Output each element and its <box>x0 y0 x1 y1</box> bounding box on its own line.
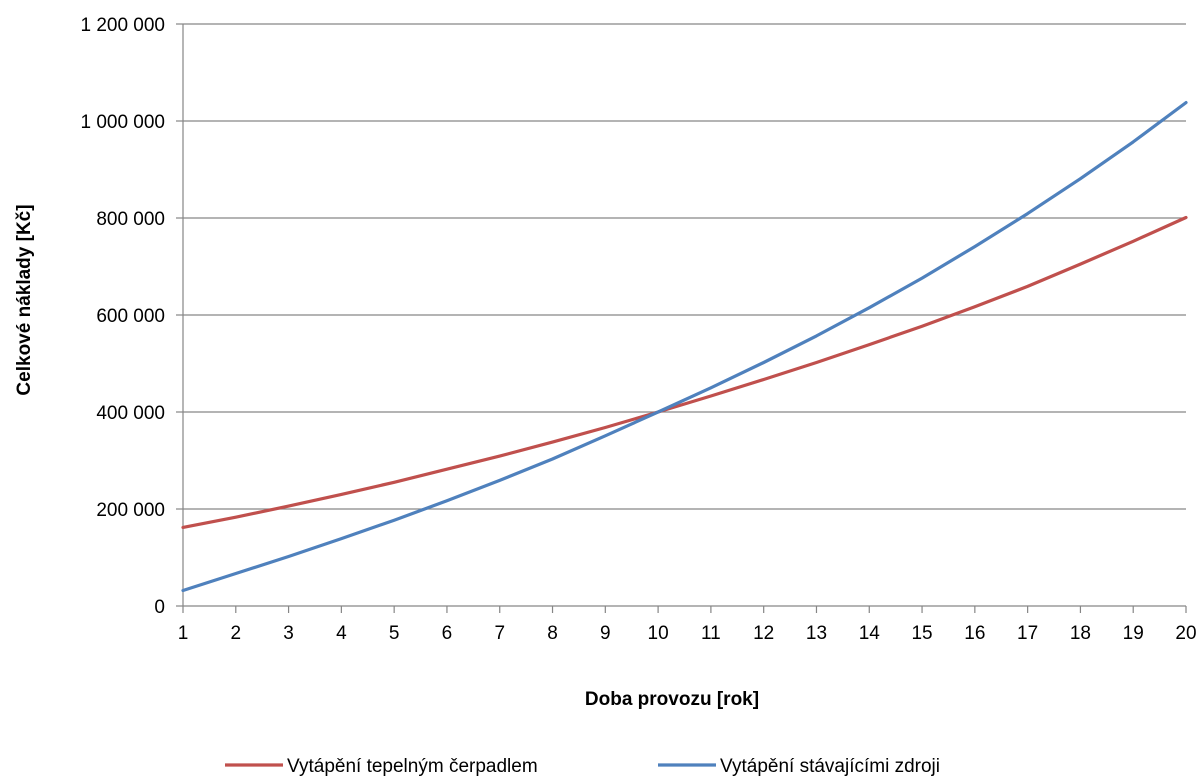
x-tick-label: 15 <box>911 623 932 644</box>
x-tick-label: 8 <box>547 623 558 644</box>
y-tick-label: 600 000 <box>96 306 165 327</box>
x-tick-label: 13 <box>806 623 827 644</box>
y-axis-title: Celkové náklady [Kč] <box>14 204 35 395</box>
x-tick-label: 11 <box>701 623 721 644</box>
legend-label-2: Vytápění stávajícími zdroji <box>720 756 940 777</box>
y-tick-label: 800 000 <box>96 209 165 230</box>
x-tick-label: 14 <box>859 623 881 644</box>
x-axis-title: Doba provozu [rok] <box>585 689 759 710</box>
x-tick-label: 4 <box>336 623 347 644</box>
x-tick-label: 3 <box>283 623 294 644</box>
series-lines <box>181 100 1188 593</box>
x-tick-label: 6 <box>442 623 453 644</box>
y-tick-label: 400 000 <box>96 403 165 424</box>
x-tick-label: 16 <box>964 623 985 644</box>
legend: Vytápění tepelným čerpadlem Vytápění stáv… <box>225 756 940 777</box>
y-tick-label: 200 000 <box>96 500 165 521</box>
legend-label-1: Vytápění tepelným čerpadlem <box>287 756 538 777</box>
x-tick-label: 17 <box>1017 623 1038 644</box>
x-tick-label: 18 <box>1070 623 1091 644</box>
x-tick-label: 1 <box>178 623 189 644</box>
x-tick-label: 9 <box>600 623 611 644</box>
y-tick-labels: 0 200 000 400 000 600 000 800 000 1 000 000 1 … <box>80 15 183 618</box>
x-tick-label: 2 <box>231 623 242 644</box>
series-line-1 <box>181 215 1188 530</box>
y-tick-label: 1 200 000 <box>80 15 165 36</box>
x-tick-label: 7 <box>494 623 505 644</box>
x-tick-label: 19 <box>1123 623 1144 644</box>
y-tick-label: 0 <box>154 597 165 618</box>
x-tick-label: 12 <box>753 623 774 644</box>
grid-lines <box>183 23 1186 510</box>
x-tick-label: 20 <box>1175 623 1196 644</box>
y-tick-label: 1 000 000 <box>80 112 165 133</box>
x-tick-label: 5 <box>389 623 400 644</box>
x-tick-labels: 1 2 3 4 5 6 7 8 9 10 11 12 13 14 15 16 17 18 19 20 <box>178 606 1197 644</box>
series-line-2 <box>181 100 1188 593</box>
x-tick-label: 10 <box>648 623 669 644</box>
